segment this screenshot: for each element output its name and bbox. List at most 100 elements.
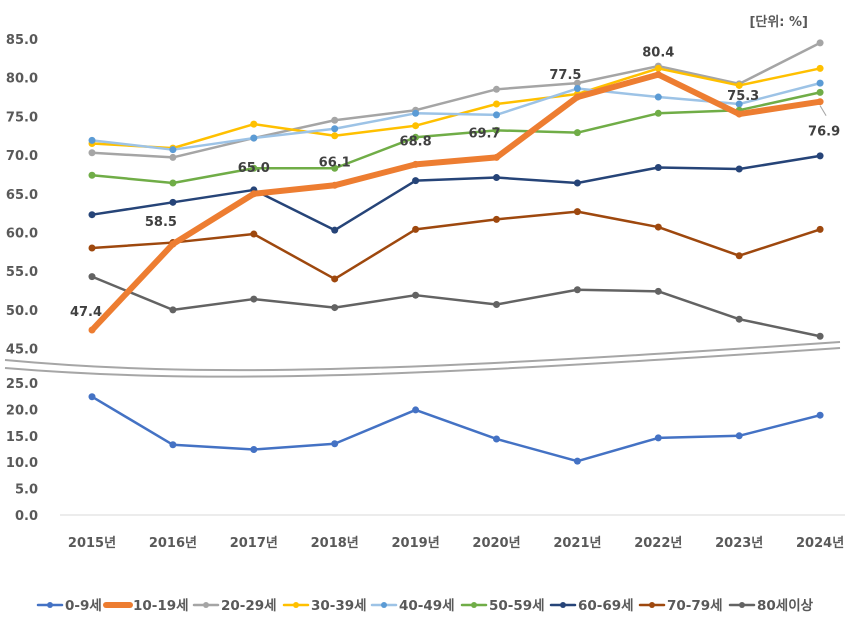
data-point (735, 252, 743, 260)
data-label: 58.5 (145, 215, 177, 230)
y-tick-label: 70.0 (6, 149, 38, 164)
data-point (250, 120, 258, 128)
data-point (654, 287, 662, 295)
data-point (573, 129, 581, 137)
data-point (735, 432, 743, 440)
data-labels: 47.4 58.5 65.0 66.1 68.8 69.7 77.5 80.4 75.3 76.9 (70, 46, 840, 320)
leader-line (819, 105, 827, 116)
legend-label: 80세이상 (757, 597, 814, 614)
data-point (169, 441, 177, 449)
data-point (412, 133, 420, 141)
legend-label: 30-39세 (311, 598, 367, 614)
legend-item: 30-39세 (282, 598, 367, 614)
legend-label: 60-69세 (578, 598, 634, 614)
series-line (90, 154, 822, 232)
data-point (250, 446, 258, 454)
series-80세이상 (88, 273, 824, 340)
data-point (573, 79, 581, 87)
legend-label: 10-19세 (133, 598, 189, 614)
data-point (735, 165, 743, 173)
series-line (90, 81, 822, 151)
series-0-9세 (88, 393, 824, 465)
data-point (816, 79, 824, 87)
data-point (412, 122, 420, 130)
data-point (735, 100, 743, 108)
legend-item: 20-29세 (192, 598, 277, 614)
data-point (331, 181, 339, 189)
data-point (331, 132, 339, 140)
data-point (493, 300, 500, 308)
series-line (90, 67, 822, 150)
legend-marker (560, 602, 566, 608)
series-10-19세 (88, 71, 824, 334)
data-point (573, 93, 581, 101)
data-point (250, 295, 258, 303)
y-tick-label: 80.0 (6, 72, 38, 87)
x-tick-label: 2019년 (392, 536, 440, 551)
data-point (493, 153, 500, 161)
data-point (735, 315, 743, 323)
upper-y-axis: 85.0 80.0 75.0 70.0 65.0 60.0 55.0 50.0 45.0 (6, 33, 38, 358)
legend-marker (739, 602, 745, 608)
legend-marker (47, 602, 53, 608)
series-line (90, 275, 822, 338)
data-point (88, 136, 96, 144)
series-line (90, 210, 822, 281)
data-point (654, 223, 662, 231)
data-point (169, 146, 177, 154)
data-point (816, 152, 824, 160)
data-point (493, 85, 500, 93)
data-point (654, 93, 662, 101)
data-point (331, 275, 339, 283)
data-point (493, 174, 500, 182)
data-point (816, 64, 824, 72)
data-point (816, 39, 824, 47)
y-tick-label: 45.0 (6, 343, 38, 358)
data-point (412, 225, 420, 233)
data-label: 75.3 (727, 89, 759, 104)
legend-label: 40-49세 (399, 598, 455, 614)
data-point (169, 306, 177, 314)
legend-marker (203, 602, 209, 608)
series-line (90, 395, 822, 463)
x-tick-label: 2020년 (472, 536, 520, 551)
x-tick-label: 2022년 (634, 536, 682, 551)
legend-marker (471, 602, 477, 608)
data-label: 80.4 (642, 46, 674, 61)
data-label: 47.4 (70, 305, 102, 320)
data-point (493, 111, 500, 119)
data-point (573, 286, 581, 294)
x-tick-label: 2017년 (230, 536, 278, 551)
legend-item: 50-59세 (460, 598, 545, 614)
y-tick-label: 15.0 (6, 430, 38, 445)
data-label: 76.9 (808, 125, 840, 140)
data-label: 69.7 (468, 126, 500, 141)
data-point (412, 406, 420, 414)
legend-item: 10-19세 (103, 598, 189, 614)
legend-label: 50-59세 (489, 598, 545, 614)
y-tick-label: 75.0 (6, 110, 38, 125)
legend: 0-9세 10-19세 20-29세 30-39세 40-49세 50-59세 60-69세… (36, 597, 814, 614)
series-50-59세 (88, 88, 824, 187)
x-axis: 2015년 2016년 2017년 2018년 2019년 2020년 2021년 2022년… (68, 536, 844, 551)
x-tick-label: 2024년 (796, 536, 844, 551)
data-point (654, 71, 662, 79)
data-point (412, 291, 420, 299)
data-label: 66.1 (319, 155, 351, 170)
data-point (250, 164, 258, 172)
series-70-79세 (88, 208, 824, 283)
x-tick-label: 2016년 (149, 536, 197, 551)
data-point (169, 153, 177, 161)
series-line (89, 71, 824, 334)
data-point (331, 226, 339, 234)
unit-label: [단위: %] (749, 14, 808, 30)
data-point (88, 326, 96, 334)
data-point (493, 435, 500, 443)
x-tick-label: 2015년 (68, 536, 116, 551)
lower-y-axis: 25.0 20.0 15.0 10.0 5.0 0.0 (6, 377, 38, 524)
data-point (412, 109, 420, 117)
data-point (573, 208, 581, 216)
legend-item: 80세이상 (728, 597, 814, 614)
data-point (169, 179, 177, 187)
y-tick-label: 10.0 (6, 456, 38, 471)
